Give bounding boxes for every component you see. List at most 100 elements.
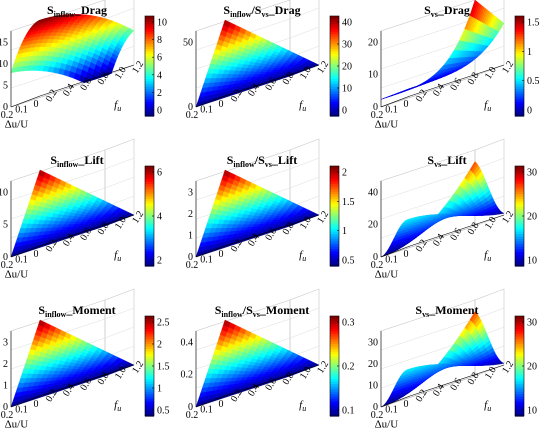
colorbar-tick-label: 4	[157, 70, 162, 81]
colorbar-segment	[515, 91, 524, 95]
surface-patch	[223, 19, 231, 28]
subplot-title: Sinflow_Lift	[50, 153, 103, 169]
colorbar-segment	[145, 76, 154, 80]
colorbar-tick-label: 0	[157, 106, 162, 117]
y-tick-label: 1.2	[130, 59, 146, 75]
y-axis-label: fu	[299, 249, 306, 263]
colorbar-segment	[330, 68, 339, 72]
surface-patch	[38, 169, 46, 178]
colorbar-tick-label: 1.5	[527, 18, 540, 29]
colorbar-segment	[145, 83, 154, 87]
colorbar-segment	[145, 168, 154, 172]
colorbar: 10 20 30	[514, 315, 537, 417]
colorbar-segment	[330, 106, 339, 110]
colorbar-segment	[515, 58, 524, 62]
x-tick-label: 0.1	[15, 255, 28, 266]
colorbar-segment	[515, 53, 524, 57]
y-axis-label: fu	[484, 399, 491, 413]
y-axis-label: fu	[484, 249, 491, 263]
x-tick-label: 0	[219, 399, 224, 410]
colorbar-segment	[330, 36, 339, 40]
colorbar-tick-label: 40	[342, 18, 352, 29]
x-tick-label: 0.2	[186, 410, 199, 421]
subplot-8: 00.20.40.2 0.1 00.2 0.4 0.6 0.8 1.0 1.2fuSinflo…	[181, 288, 355, 421]
colorbar-segment	[145, 23, 154, 27]
colorbar-segment	[145, 228, 154, 232]
y-axis-label: fu	[114, 399, 121, 413]
y-tick-label: 1.2	[500, 59, 516, 75]
subplot-title: Sinflow/Svs_Moment	[215, 303, 310, 319]
colorbar-tick-label: 2	[342, 168, 347, 179]
colorbar-segment	[330, 38, 339, 42]
colorbar-segment	[145, 203, 154, 207]
y-axis	[39, 64, 135, 97]
colorbar-segment	[145, 213, 154, 217]
x-axis	[10, 95, 41, 108]
x-tick-label: 0.2	[371, 110, 384, 121]
z-tick-label: 30	[368, 337, 378, 348]
colorbar-segment	[145, 36, 154, 40]
z-tick-label: 10	[0, 59, 8, 70]
x-axis-label: Δu/U	[5, 268, 29, 280]
z-tick-label: 0.4	[181, 337, 194, 348]
colorbar-tick-label: 1	[342, 226, 347, 237]
colorbar-segment	[145, 63, 154, 67]
colorbar-segment	[145, 38, 154, 42]
colorbar-segment	[330, 18, 339, 22]
z-tick-label: 0	[3, 252, 8, 263]
colorbar-segment	[145, 231, 154, 235]
colorbar-segment	[515, 38, 524, 42]
colorbar-segment	[515, 76, 524, 80]
y-tick-label: 1.2	[130, 359, 146, 375]
colorbar: 10 20 30	[514, 165, 537, 267]
colorbar-segment	[515, 31, 524, 35]
colorbar-segment	[145, 238, 154, 242]
z-tick-label: 0	[3, 102, 8, 113]
colorbar-segment	[145, 171, 154, 175]
x-tick-label: 0.1	[15, 105, 28, 116]
colorbar-tick-label: 6	[157, 53, 162, 64]
surface	[10, 169, 135, 258]
colorbar-segment	[330, 96, 339, 100]
colorbar-tick-label: 2	[157, 88, 162, 99]
colorbar-segment	[145, 201, 154, 205]
colorbar-tick-label: 10	[527, 256, 537, 267]
y-axis-label: fu	[114, 249, 121, 263]
x-tick-label: 0.1	[200, 105, 213, 116]
colorbar-segment	[515, 166, 524, 170]
z-tick-label: 0.2	[181, 370, 194, 381]
colorbar-segment	[330, 21, 339, 25]
colorbar-segment	[145, 208, 154, 212]
surface	[10, 14, 135, 84]
colorbar-segment	[330, 78, 339, 82]
colorbar: 0 10 20 30 40	[329, 15, 352, 117]
colorbar-tick-label: 10	[342, 84, 352, 95]
colorbar-segment	[330, 101, 339, 105]
colorbar-segment	[145, 246, 154, 250]
colorbar-segment	[515, 36, 524, 40]
z-tick-label: 10	[368, 380, 378, 391]
colorbar-tick-label: 2	[157, 256, 162, 267]
colorbar-segment	[145, 253, 154, 257]
x-tick-label: 0.2	[186, 110, 199, 121]
colorbar-segment	[145, 73, 154, 77]
x-tick-label: 0.1	[385, 405, 398, 416]
surface	[195, 169, 320, 258]
colorbar-tick-label: 4	[157, 212, 162, 223]
colorbar-segment	[330, 48, 339, 52]
z-tick-label: 10	[368, 70, 378, 81]
colorbar-segment	[330, 81, 339, 85]
colorbar-segment	[330, 46, 339, 50]
x-axis-label: Δu/U	[5, 118, 29, 130]
colorbar-tick-label: 0.3	[342, 318, 355, 329]
z-tick-label: 3	[188, 187, 193, 198]
colorbar-segment	[330, 63, 339, 67]
colorbar-segment	[145, 256, 154, 260]
colorbar-segment	[145, 61, 154, 65]
colorbar-segment	[145, 66, 154, 70]
colorbar-segment	[330, 108, 339, 112]
colorbar-segment	[330, 166, 339, 170]
